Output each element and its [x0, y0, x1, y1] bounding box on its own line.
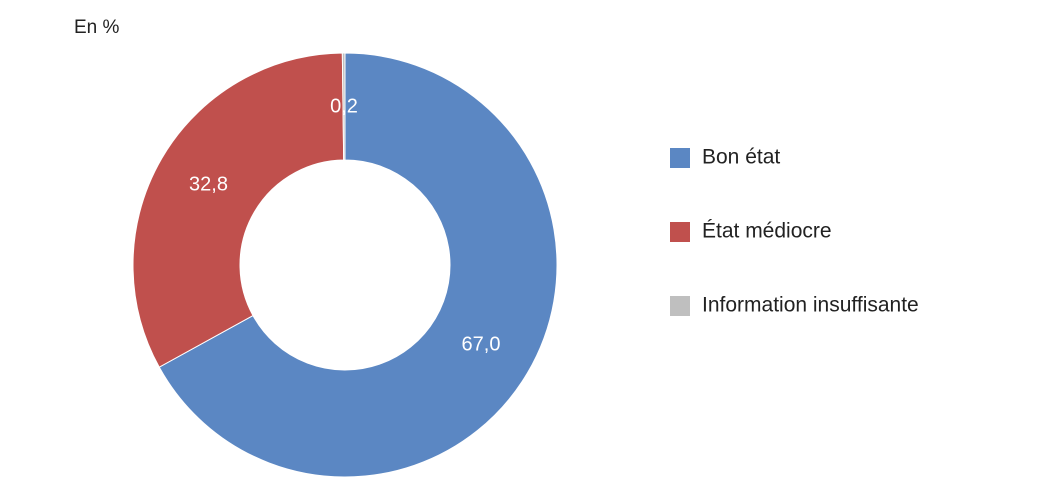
- data-label: 0,2: [330, 95, 358, 117]
- legend-label: Information insuffisante: [702, 294, 919, 317]
- donut-segment: [158, 52, 558, 478]
- donut-segment: [132, 52, 345, 368]
- legend-label: État médiocre: [702, 220, 832, 243]
- data-label: 67,0: [462, 334, 501, 356]
- legend-swatch: [670, 222, 690, 242]
- legend-swatch: [670, 296, 690, 316]
- legend-swatch: [670, 148, 690, 168]
- data-label: 32,8: [189, 174, 228, 196]
- legend-label: Bon état: [702, 146, 780, 169]
- unit-label: En %: [74, 17, 120, 38]
- donut-segment: [341, 52, 346, 161]
